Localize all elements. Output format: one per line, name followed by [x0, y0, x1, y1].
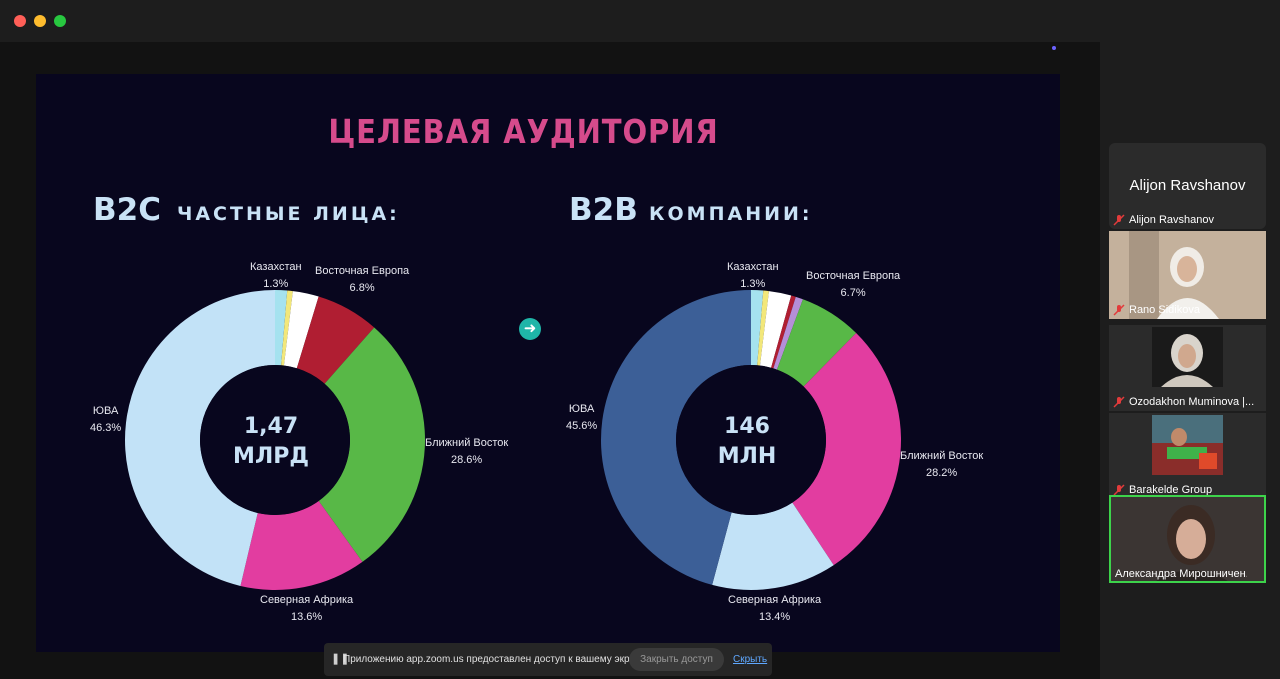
participant-tile-active-speaker[interactable]: Александра Мирошничен...: [1109, 495, 1266, 583]
participant-video: [1109, 495, 1266, 583]
participant-tile[interactable]: Alijon Ravshanov Alijon Ravshanov: [1109, 143, 1266, 229]
b2b-donut-slice: [759, 291, 792, 368]
b2c-label-sea: ЮВА 46.3%: [90, 405, 122, 434]
participant-video: [1152, 327, 1223, 387]
b2c-label-north-africa: Северная Африка 13.6%: [260, 594, 354, 623]
participant-tile[interactable]: Ozodakhon Muminova |...: [1109, 325, 1266, 411]
b2c-donut-hole: [200, 365, 350, 515]
participant-name: Barakelde Group: [1129, 484, 1213, 496]
b2c-heading: B2C: [93, 192, 161, 228]
b2c-center-total: 1,47 МЛРД: [233, 414, 309, 469]
b2c-subheading: ЧАСТНЫЕ ЛИЦА:: [177, 203, 400, 225]
b2b-label-kazakhstan: Казахстан 1.3%: [727, 261, 779, 290]
b2c-donut-slice: [124, 290, 275, 586]
b2c-label-eastern-europe: Восточная Европа 6.8%: [315, 265, 410, 294]
screen-share-notice-text: Приложению app.zoom.us предоставлен дост…: [343, 654, 648, 665]
muted-mic-icon: [1113, 484, 1125, 496]
muted-mic-icon: [1113, 304, 1125, 316]
stop-sharing-button[interactable]: Закрыть доступ: [629, 648, 724, 671]
muted-mic-icon: [1113, 396, 1125, 408]
b2b-label-eastern-europe: Восточная Европа 6.7%: [806, 270, 901, 299]
participant-name: Александра Мирошничен...: [1115, 568, 1247, 580]
minimize-window-button[interactable]: [34, 15, 46, 27]
participant-big-name: Alijon Ravshanov: [1129, 177, 1246, 194]
screen-share-notice: ❚❚ Приложению app.zoom.us предоставлен д…: [324, 643, 772, 676]
b2b-center-total: 146 МЛН: [717, 414, 777, 469]
b2b-label-middle-east: Ближний Восток 28.2%: [900, 450, 984, 479]
arrow-right-icon[interactable]: ➜: [519, 318, 541, 340]
donut-charts: [124, 290, 902, 590]
b2b-donut-hole: [676, 365, 826, 515]
zoom-window-button[interactable]: [54, 15, 66, 27]
b2b-label-north-africa: Северная Африка 13.4%: [728, 594, 822, 623]
participant-tile[interactable]: Barakelde Group: [1109, 413, 1266, 499]
participant-name: Ozodakhon Muminova |...: [1129, 396, 1255, 408]
b2c-donut-slice: [318, 327, 425, 562]
b2b-donut-slice: [751, 290, 764, 366]
hide-notice-link[interactable]: Скрыть: [733, 654, 768, 665]
muted-mic-icon: [1113, 214, 1125, 226]
b2c-donut-slice: [283, 291, 319, 369]
b2c-donut-slice: [296, 296, 375, 384]
participant-tile[interactable]: Rano Sidikova: [1109, 231, 1266, 319]
participant-name: Alijon Ravshanov: [1129, 214, 1214, 226]
slide-title: ЦЕЛЕВАЯ АУДИТОРИЯ: [328, 112, 719, 151]
b2c-donut-slice: [240, 500, 363, 590]
b2b-donut-slice: [773, 296, 803, 370]
b2b-heading: B2B: [569, 192, 638, 228]
b2b-donut-slice: [712, 502, 834, 590]
participant-video: [1109, 231, 1266, 319]
b2b-donut-slice: [792, 333, 902, 566]
window-titlebar: [0, 0, 1280, 42]
b2c-donut-slice: [275, 290, 288, 366]
b2b-label-sea: ЮВА 45.6%: [566, 403, 598, 432]
b2b-donut-slice: [757, 290, 769, 366]
presentation-slide: ЦЕЛЕВАЯ АУДИТОРИЯ B2C ЧАСТНЫЕ ЛИЦА: B2B …: [36, 74, 1060, 652]
b2b-donut-slice: [776, 299, 857, 387]
participant-name: Rano Sidikova: [1129, 304, 1200, 316]
b2c-label-middle-east: Ближний Восток 28.6%: [425, 437, 509, 466]
participant-video: [1152, 415, 1223, 475]
b2b-donut-slice: [771, 295, 796, 369]
close-window-button[interactable]: [14, 15, 26, 27]
b2b-donut-slice: [601, 290, 751, 585]
recording-dot-icon: [1052, 46, 1056, 50]
pause-icon[interactable]: ❚❚: [331, 653, 350, 665]
b2b-subheading: КОМПАНИИ:: [649, 203, 813, 225]
b2c-label-kazakhstan: Казахстан 1.3%: [250, 261, 302, 290]
b2c-donut-slice: [281, 290, 293, 366]
